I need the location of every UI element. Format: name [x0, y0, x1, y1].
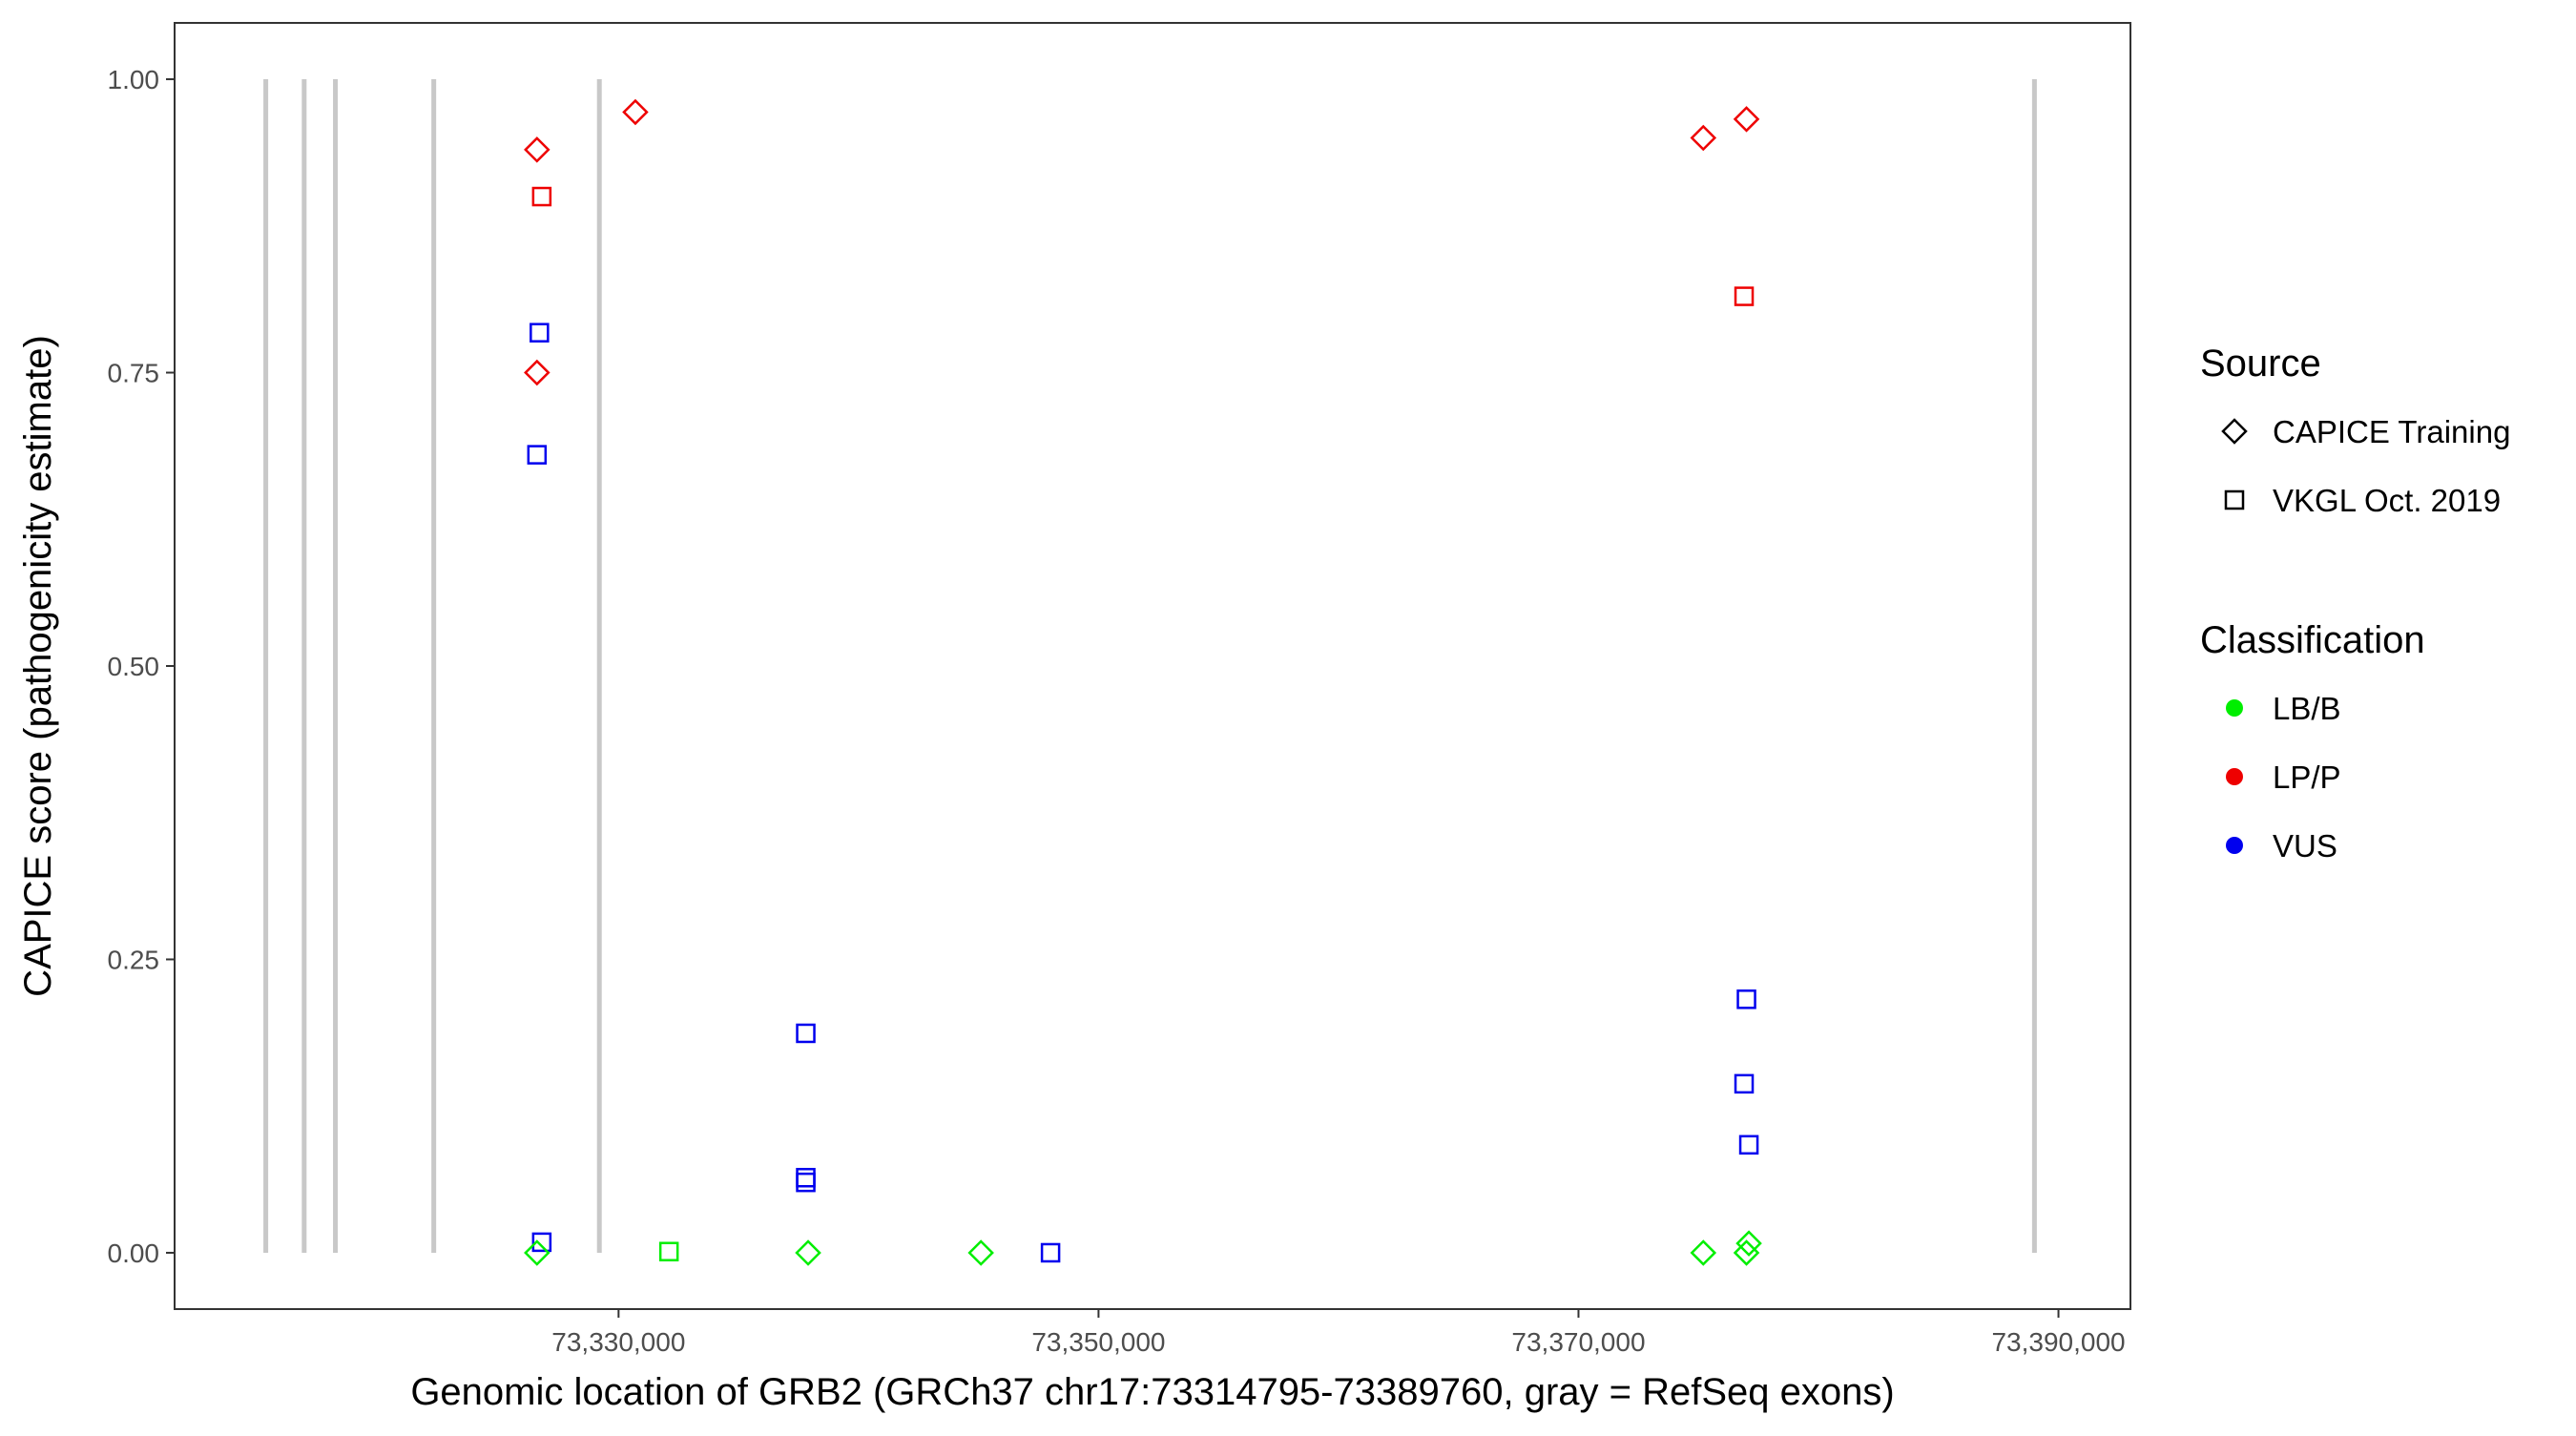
legend-key [2224, 489, 2245, 510]
y-tick-label: 0.25 [108, 945, 160, 974]
data-point [1733, 106, 1760, 133]
data-point [1690, 1239, 1717, 1266]
legend-title: Source [2200, 343, 2321, 385]
legend: Source CAPICE Training VKGL Oct. 2019 Class… [2200, 343, 2510, 864]
legend-label: VKGL Oct. 2019 [2273, 483, 2501, 518]
x-tick-label: 73,330,000 [551, 1327, 685, 1357]
data-point [530, 323, 550, 343]
data-point [1734, 1073, 1755, 1094]
data-point [1734, 286, 1755, 306]
y-axis: 0.00 0.25 0.50 0.75 1.00 [108, 65, 175, 1268]
data-point [1735, 1230, 1762, 1257]
y-axis-title: CAPICE score (pathogenicity estimate) [17, 335, 59, 997]
data-point [1736, 989, 1756, 1009]
data-point [1690, 124, 1717, 152]
point-layer [524, 98, 1762, 1266]
legend-label: LB/B [2273, 691, 2341, 726]
legend-label: CAPICE Training [2273, 414, 2510, 449]
legend-key [2226, 837, 2243, 854]
data-point [1738, 1134, 1759, 1155]
legend-key [2221, 418, 2248, 445]
data-point [1040, 1242, 1061, 1263]
x-axis-title: Genomic location of GRB2 (GRCh37 chr17:7… [410, 1371, 1894, 1413]
data-point [622, 98, 649, 126]
exon-layer [263, 79, 2037, 1253]
data-point [531, 1232, 552, 1253]
legend-key [2226, 699, 2243, 717]
data-point [796, 1172, 816, 1193]
x-axis: 73,330,000 73,350,000 73,370,000 73,390,000 [551, 1309, 2126, 1357]
y-tick-label: 0.75 [108, 359, 160, 388]
data-point [524, 1239, 551, 1266]
data-point [531, 186, 552, 207]
legend-label: VUS [2273, 828, 2337, 864]
data-point [967, 1239, 994, 1266]
y-tick-label: 1.00 [108, 65, 160, 94]
data-point [795, 1239, 821, 1266]
legend-key [2226, 768, 2243, 785]
data-point [658, 1241, 679, 1261]
x-tick-label: 73,390,000 [1991, 1327, 2125, 1357]
data-point [527, 445, 548, 465]
data-point [796, 1023, 816, 1044]
data-point [524, 136, 551, 163]
legend-label: LP/P [2273, 760, 2341, 795]
legend-title: Classification [2200, 619, 2425, 661]
data-point [524, 359, 551, 386]
x-tick-label: 73,370,000 [1511, 1327, 1645, 1357]
y-tick-label: 0.00 [108, 1238, 160, 1268]
x-tick-label: 73,350,000 [1031, 1327, 1165, 1357]
y-tick-label: 0.50 [108, 652, 160, 681]
